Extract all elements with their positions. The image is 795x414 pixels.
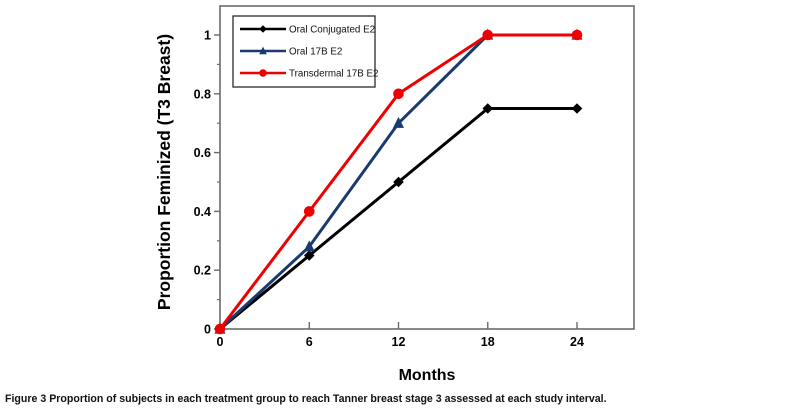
line-chart: 0 0.2 0.4 0.6 0.8 1 0 6 12 18 24 Proportion Feminiz… [154, 5, 635, 384]
legend: Oral Conjugated E2 Oral 17B E2 Transdermal… [232, 15, 378, 88]
x-axis-tick-label: 0 [217, 335, 224, 349]
data-point-transdermal-17b-e2 [482, 29, 494, 41]
data-point-transdermal-17b-e2 [214, 323, 226, 335]
data-point-transdermal-17b-e2 [393, 88, 404, 100]
data-point-oral-conjugated-e2 [303, 250, 315, 261]
data-point-oral-conjugated-e2 [571, 103, 583, 114]
x-axis-tick-label: 24 [570, 335, 584, 349]
legend-item-transdermal-17b-e2: Transdermal 17B E2 [240, 69, 378, 80]
legend-marker-oral-conjugated-e2 [259, 25, 267, 33]
data-point-transdermal-17b-e2 [571, 29, 583, 41]
y-axis-tick-label: 0.8 [194, 87, 211, 101]
legend-label-oral-conjugated-e2: Oral Conjugated E2 [289, 25, 375, 36]
y-axis-tick-label: 0.6 [194, 146, 211, 160]
y-axis-tick-label: 0.4 [194, 205, 211, 219]
y-axis-title: Proportion Feminized (T3 Breast) [154, 34, 174, 310]
legend-label-oral-17b-e2: Oral 17B E2 [289, 47, 342, 58]
data-point-oral-17b-e2 [393, 116, 404, 128]
legend-label-transdermal-17b-e2: Transdermal 17B E2 [289, 69, 378, 80]
y-axis-tick-label: 0 [204, 323, 211, 337]
x-axis-tick-label: 6 [306, 335, 313, 349]
legend-item-oral-17b-e2: Oral 17B E2 [240, 47, 342, 58]
legend-marker-transdermal-17b-e2 [259, 69, 267, 77]
figure-caption-label: Figure 3 [5, 393, 47, 405]
data-point-transdermal-17b-e2 [303, 206, 315, 217]
y-axis-tick-label: 1 [204, 29, 211, 43]
x-axis-tick-label: 18 [481, 335, 495, 349]
legend-item-oral-conjugated-e2: Oral Conjugated E2 [240, 25, 375, 36]
data-point-oral-conjugated-e2 [482, 103, 494, 114]
legend-marker-oral-17b-e2 [259, 46, 267, 55]
x-axis-tick-label: 12 [392, 335, 406, 349]
data-point-oral-conjugated-e2 [393, 176, 404, 188]
y-axis-tick-label: 0.2 [194, 264, 211, 278]
series-transdermal-17b-e2 [214, 29, 583, 335]
data-point-oral-17b-e2 [303, 240, 315, 252]
x-axis-title: Months [399, 367, 456, 384]
figure-caption-text: Proportion of subjects in each treatment… [49, 393, 607, 405]
figure-caption: Figure 3 Proportion of subjects in each t… [5, 392, 790, 406]
